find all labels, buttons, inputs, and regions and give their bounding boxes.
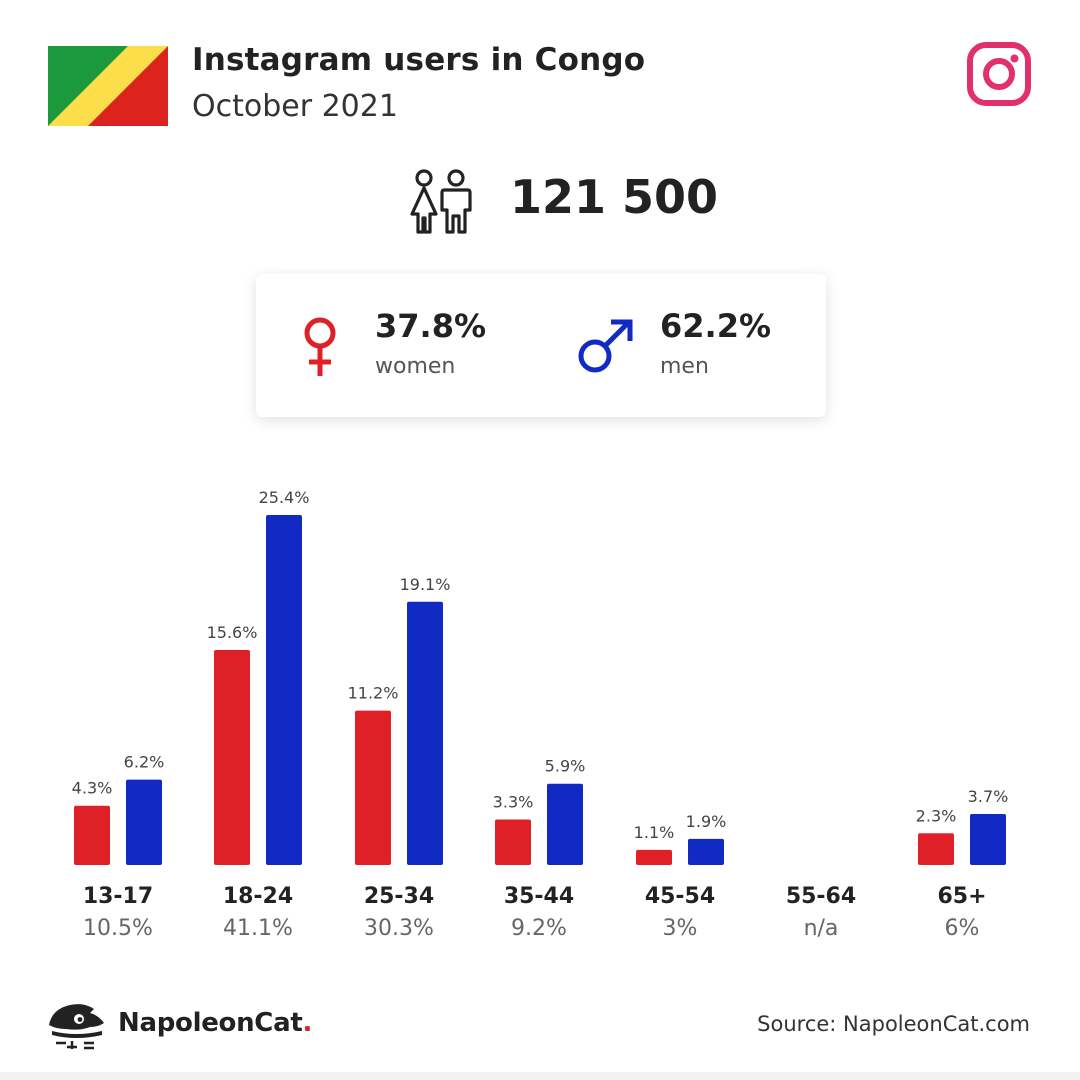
age-group-total: n/a [803,916,839,941]
people-icon [410,169,472,234]
women-label: women [375,354,456,379]
bar-men-45-54 [688,838,724,865]
age-group-label: 55-64 [785,884,857,909]
bar-label-women-18-24: 15.6% [207,623,258,642]
bar-women-25-34 [355,710,391,865]
bar-women-13-17 [74,805,110,865]
age-group-label: 25-34 [363,884,435,909]
bar-men-18-24 [266,515,302,865]
age-gender-bar-chart: 4.3% 6.2% 15.6% 25.4% 11.2% 19.1% 3.3% 5.9% 1.1%… [72,488,1009,865]
page-title: Instagram users in Congo [192,42,646,78]
age-group-label: 18-24 [222,884,294,909]
bar-label-men-18-24: 25.4% [259,488,310,507]
total-users: 121 500 [510,170,719,224]
bar-label-women-65+: 2.3% [916,806,957,825]
congo-flag-icon [48,46,168,126]
age-group-total: 10.5% [83,916,153,941]
bottom-divider [0,1072,1080,1080]
instagram-icon[interactable] [966,41,1032,107]
age-group-total: 6% [944,916,980,941]
bar-women-45-54 [636,849,672,865]
brand-name[interactable]: NapoleonCat. [118,1008,312,1038]
bar-label-women-13-17: 4.3% [72,779,113,798]
gender-split-card: 37.8% women 62.2% men [256,274,826,417]
women-percent: 37.8% [375,307,487,345]
bar-women-35-44 [495,819,531,865]
age-group-total: 3% [662,916,698,941]
brand-name-text: NapoleonCat [118,1008,303,1038]
bar-label-women-25-34: 11.2% [348,684,399,703]
page-subtitle: October 2021 [192,89,398,124]
age-group-label: 35-44 [503,884,575,909]
bar-men-13-17 [126,779,162,865]
brand-dot: . [302,1008,313,1038]
bar-label-men-45-54: 1.9% [686,812,727,831]
age-group-label: 65+ [937,884,987,909]
female-symbol-icon [304,317,336,376]
men-percent: 62.2% [660,307,772,345]
age-group-total: 30.3% [364,916,434,941]
male-symbol-icon [578,319,633,373]
bar-label-women-45-54: 1.1% [634,823,675,842]
bar-label-women-35-44: 3.3% [493,793,534,812]
bar-men-65+ [970,814,1006,865]
source-note: Source: NapoleonCat.com [757,1012,1030,1036]
age-group-label: 13-17 [82,884,154,909]
age-group-total: 9.2% [511,916,567,941]
napoleoncat-logo-icon [49,1004,104,1050]
bar-women-18-24 [214,650,250,865]
bar-women-65+ [918,833,954,865]
bar-label-men-13-17: 6.2% [124,753,165,772]
bar-label-men-35-44: 5.9% [545,757,586,776]
bar-men-35-44 [547,783,583,865]
age-group-total: 41.1% [223,916,293,941]
bar-men-25-34 [407,601,443,865]
age-group-label: 45-54 [644,884,716,909]
bar-label-men-65+: 3.7% [968,787,1009,806]
bar-label-men-25-34: 19.1% [400,575,451,594]
men-label: men [660,354,709,379]
